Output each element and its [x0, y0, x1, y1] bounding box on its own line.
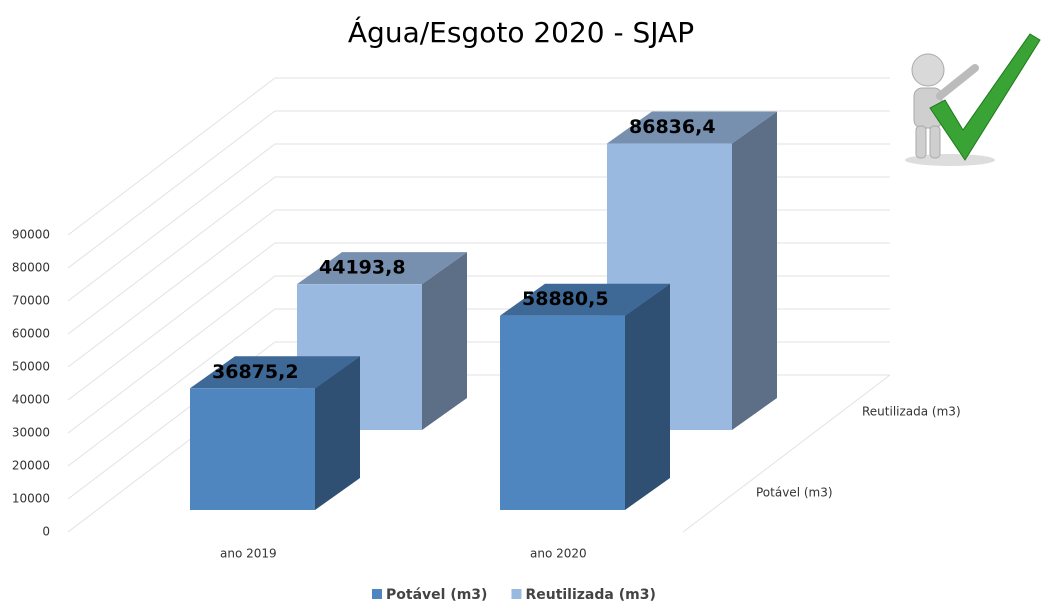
- y-tick-label: 40000: [12, 393, 50, 407]
- bar: [500, 315, 625, 510]
- floor-edge: [682, 374, 891, 533]
- bar-top: [190, 356, 360, 389]
- bar-side: [625, 283, 670, 510]
- bar-side: [732, 111, 777, 430]
- data-label: 44193,8: [319, 257, 406, 279]
- bar-top: [500, 283, 670, 316]
- bar-side: [315, 356, 360, 510]
- y-tick-label: 60000: [12, 327, 50, 341]
- bar: [190, 388, 315, 510]
- y-tick-label: 90000: [12, 228, 50, 242]
- data-label: 58880,5: [522, 288, 609, 310]
- y-tick-label: 50000: [12, 360, 50, 374]
- bar-top: [297, 252, 467, 285]
- legend-label: Reutilizada (m3): [525, 587, 655, 603]
- bar-side: [422, 252, 467, 430]
- grid-line: [67, 77, 890, 236]
- grid-line: [67, 110, 890, 269]
- depth-label: Reutilizada (m3): [862, 405, 961, 419]
- x-tick-label: ano 2019: [220, 547, 277, 561]
- bar-top: [607, 111, 777, 144]
- data-label: 86836,4: [629, 116, 716, 138]
- y-tick-label: 0: [42, 525, 50, 539]
- y-tick-label: 20000: [12, 459, 50, 473]
- y-tick-label: 70000: [12, 294, 50, 308]
- depth-label: Potável (m3): [756, 486, 833, 500]
- icon: [905, 33, 1041, 166]
- y-tick-label: 30000: [12, 426, 50, 440]
- y-tick-label: 80000: [12, 261, 50, 275]
- legend-swatch: [511, 589, 522, 599]
- data-label: 36875,2: [212, 361, 299, 383]
- x-tick-label: ano 2020: [530, 547, 587, 561]
- chart-title: Água/Esgoto 2020 - SJAP: [348, 15, 694, 49]
- legend-label: Potável (m3): [386, 587, 487, 603]
- legend-swatch: [372, 589, 382, 599]
- y-tick-label: 10000: [12, 492, 50, 506]
